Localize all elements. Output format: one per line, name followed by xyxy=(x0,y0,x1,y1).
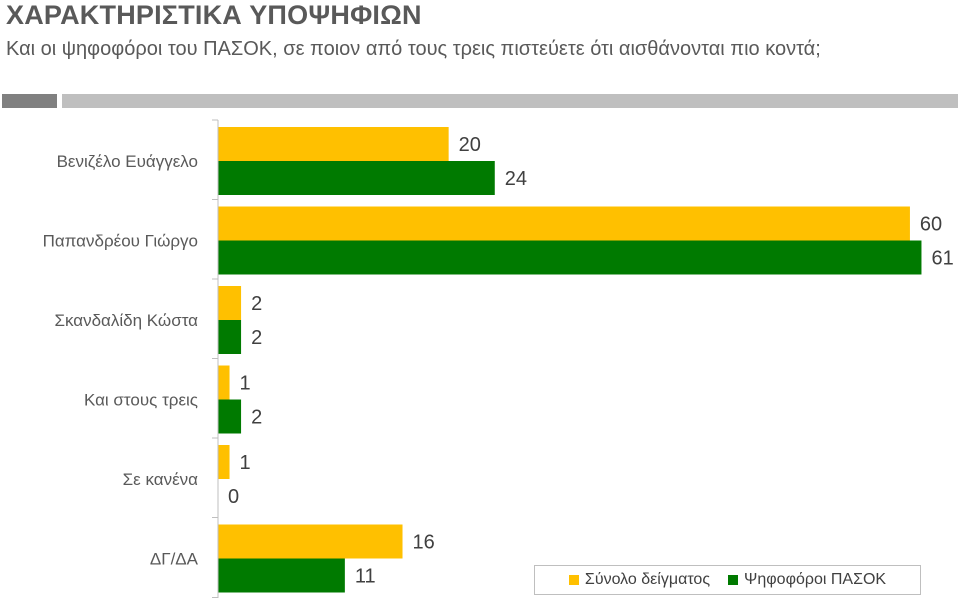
bar-pasok-voters-2 xyxy=(218,320,242,354)
data-label-pasok-voters-1: 61 xyxy=(931,248,953,270)
legend-item-total-sample: Σύνολο δείγματος xyxy=(568,571,711,589)
bar-pasok-voters-3 xyxy=(218,399,242,434)
data-label-pasok-voters-4: 0 xyxy=(228,486,239,508)
data-label-total-sample-1: 60 xyxy=(920,214,942,236)
category-label-3: Και στους τρεις xyxy=(84,391,198,410)
legend-label-total-sample: Σύνολο δείγματος xyxy=(584,571,711,588)
legend-item-pasok-voters: Ψηφοφόροι ΠΑΣΟΚ xyxy=(728,571,886,589)
chart-legend: Σύνολο δείγματος Ψηφοφόροι ΠΑΣΟΚ xyxy=(534,565,921,595)
page-subtitle: Και οι ψηφοφόροι του ΠΑΣΟΚ, σε ποιον από… xyxy=(6,38,821,60)
bar-total-sample-1 xyxy=(218,206,910,241)
bar-total-sample-5 xyxy=(218,524,403,559)
bar-pasok-voters-0 xyxy=(218,161,495,195)
header-rule-light xyxy=(62,94,958,108)
category-label-0: Βενιζέλο Ευάγγελο xyxy=(57,152,198,171)
data-label-pasok-voters-5: 11 xyxy=(355,566,376,588)
bar-total-sample-0 xyxy=(218,127,449,161)
page-title: ΧΑΡΑΚΤΗΡΙΣΤΙΚΑ ΥΠΟΨΗΦΙΩΝ xyxy=(6,0,422,30)
bar-pasok-voters-5 xyxy=(218,558,345,593)
bar-total-sample-4 xyxy=(218,445,230,479)
data-label-pasok-voters-3: 2 xyxy=(251,407,262,429)
category-label-5: ΔΓ/ΔΑ xyxy=(150,550,199,569)
header-rule-dark xyxy=(2,94,57,108)
data-label-total-sample-3: 1 xyxy=(240,373,251,395)
bar-pasok-voters-1 xyxy=(218,240,922,275)
data-label-total-sample-2: 2 xyxy=(251,293,262,315)
category-label-4: Σε κανένα xyxy=(123,470,199,489)
legend-swatch-pasok-voters xyxy=(728,575,739,585)
bar-total-sample-3 xyxy=(218,365,230,400)
legend-label-pasok-voters: Ψηφοφόροι ΠΑΣΟΚ xyxy=(744,571,887,588)
category-label-2: Σκανδαλίδη Κώστα xyxy=(54,311,198,330)
category-label-1: Παπανδρέου Γιώργο xyxy=(43,232,198,251)
legend-swatch-total-sample xyxy=(568,575,579,585)
bar-total-sample-2 xyxy=(218,286,242,320)
data-label-total-sample-5: 16 xyxy=(413,532,435,554)
data-label-pasok-voters-0: 24 xyxy=(505,168,527,190)
data-label-total-sample-4: 1 xyxy=(240,452,251,474)
data-label-pasok-voters-2: 2 xyxy=(251,327,262,349)
data-label-total-sample-0: 20 xyxy=(459,134,481,156)
